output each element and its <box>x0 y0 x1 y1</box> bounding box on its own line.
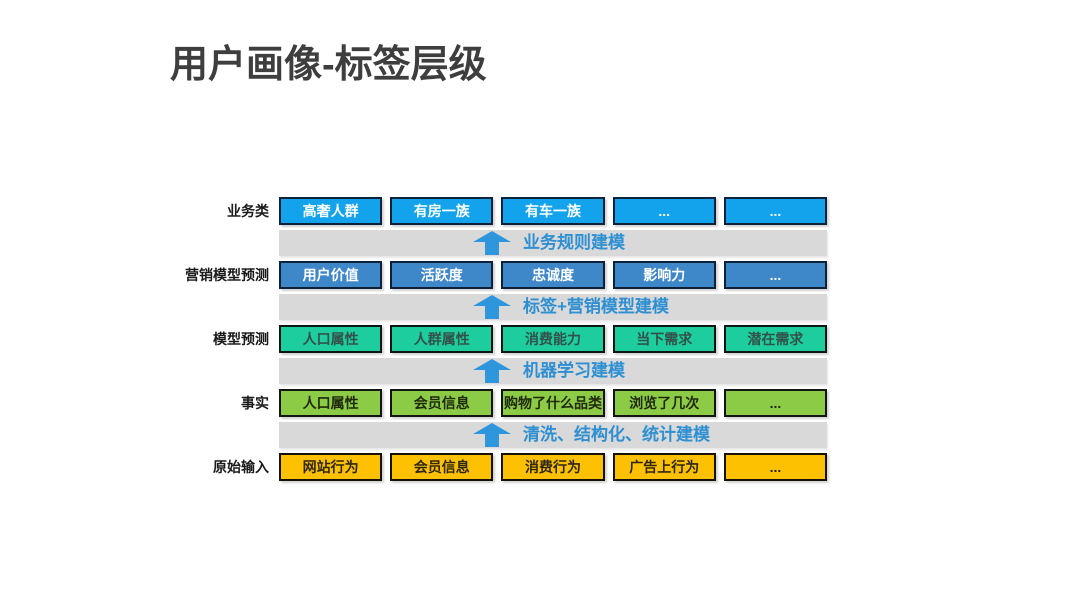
tag-box: ... <box>723 197 828 225</box>
tag-box: 潜在需求 <box>723 325 828 353</box>
tag-box: 浏览了几次 <box>612 389 716 417</box>
up-arrow-icon <box>473 423 511 447</box>
tag-box: 有车一族 <box>501 197 605 225</box>
row-label-business: 业务类 <box>227 203 269 219</box>
band-label: 标签+营销模型建模 <box>523 297 669 316</box>
row-marketing-model: 营销模型预测 用户价值 活跃度 忠诚度 影响力 ... <box>0 261 1080 289</box>
tag-box: 广告上行为 <box>612 453 716 481</box>
band-clean-structure-stat-modeling: 清洗、结构化、统计建模 <box>279 422 827 448</box>
band-tag-marketing-modeling: 标签+营销模型建模 <box>279 294 827 320</box>
tag-box: 网站行为 <box>279 453 383 481</box>
band-label: 机器学习建模 <box>523 361 625 380</box>
tag-box: ... <box>723 261 828 289</box>
page-title: 用户画像-标签层级 <box>170 44 487 86</box>
up-arrow-icon <box>473 359 511 383</box>
tag-box: ... <box>612 197 716 225</box>
row-business-boxes: 高奢人群 有房一族 有车一族 ... ... <box>279 197 828 225</box>
row-business: 业务类 高奢人群 有房一族 有车一族 ... ... <box>0 197 1080 225</box>
tag-box: 人口属性 <box>279 325 383 353</box>
tag-box: ... <box>723 389 828 417</box>
tag-box: 当下需求 <box>612 325 716 353</box>
tag-box: 高奢人群 <box>279 197 383 225</box>
tag-box: 有房一族 <box>390 197 494 225</box>
tag-box: 会员信息 <box>390 389 494 417</box>
row-label-marketing-model: 营销模型预测 <box>185 267 269 283</box>
band-machine-learning-modeling: 机器学习建模 <box>279 358 827 384</box>
row-marketing-model-boxes: 用户价值 活跃度 忠诚度 影响力 ... <box>279 261 828 289</box>
tag-box: 影响力 <box>612 261 716 289</box>
tag-box: 购物了什么品类 <box>501 389 605 417</box>
row-label-model-predict: 模型预测 <box>213 331 269 347</box>
tag-box: 会员信息 <box>390 453 494 481</box>
tag-box: 用户价值 <box>279 261 383 289</box>
row-fact: 事实 人口属性 会员信息 购物了什么品类 浏览了几次 ... <box>0 389 1080 417</box>
row-fact-boxes: 人口属性 会员信息 购物了什么品类 浏览了几次 ... <box>279 389 828 417</box>
up-arrow-icon <box>473 231 511 255</box>
tag-box: 人群属性 <box>390 325 494 353</box>
row-raw-input-boxes: 网站行为 会员信息 消费行为 广告上行为 ... <box>279 453 828 481</box>
row-label-raw-input: 原始输入 <box>213 459 269 475</box>
tag-box: 人口属性 <box>279 389 383 417</box>
band-business-rule-modeling: 业务规则建模 <box>279 230 827 256</box>
row-raw-input: 原始输入 网站行为 会员信息 消费行为 广告上行为 ... <box>0 453 1080 481</box>
tag-box: 消费能力 <box>501 325 605 353</box>
tag-box: ... <box>723 453 828 481</box>
band-label: 清洗、结构化、统计建模 <box>523 425 710 444</box>
row-label-fact: 事实 <box>241 395 269 411</box>
row-model-predict: 模型预测 人口属性 人群属性 消费能力 当下需求 潜在需求 <box>0 325 1080 353</box>
band-label: 业务规则建模 <box>523 233 625 252</box>
tag-box: 忠诚度 <box>501 261 605 289</box>
tag-box: 消费行为 <box>501 453 605 481</box>
row-model-predict-boxes: 人口属性 人群属性 消费能力 当下需求 潜在需求 <box>279 325 828 353</box>
tag-box: 活跃度 <box>390 261 494 289</box>
up-arrow-icon <box>473 295 511 319</box>
